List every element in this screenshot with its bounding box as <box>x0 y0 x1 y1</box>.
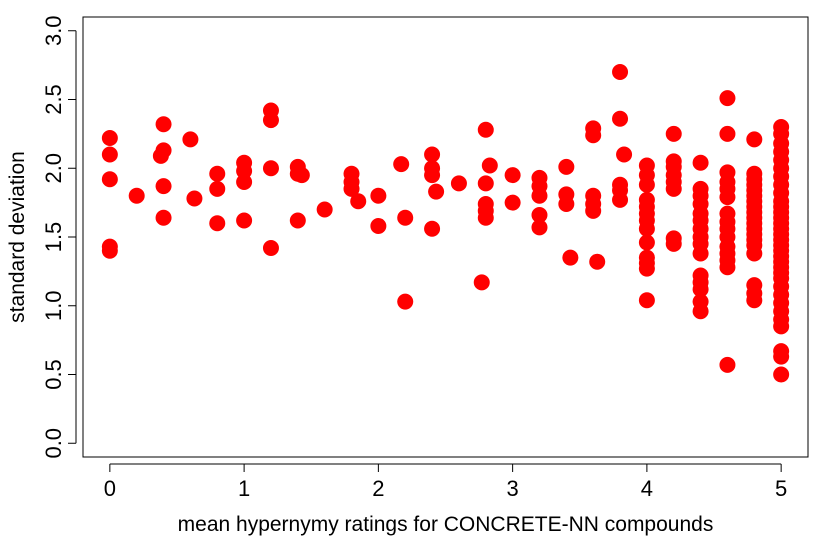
data-point <box>638 292 655 309</box>
data-point <box>343 180 360 197</box>
data-point <box>397 209 414 226</box>
data-point <box>719 125 736 142</box>
data-point <box>504 194 521 211</box>
y-axis-label: standard deviation <box>6 151 29 323</box>
data-point <box>101 146 118 163</box>
y-tick-label: 1.0 <box>41 290 66 321</box>
data-point <box>370 218 387 234</box>
data-point <box>719 259 736 276</box>
data-point <box>638 234 655 251</box>
data-point <box>638 176 655 193</box>
data-point <box>558 196 575 212</box>
data-point <box>719 90 736 107</box>
data-point <box>585 127 602 144</box>
data-point <box>428 183 445 200</box>
data-point <box>262 240 279 256</box>
data-point <box>746 131 763 148</box>
data-point <box>424 146 441 163</box>
data-point <box>186 190 203 207</box>
y-tick-label: 2.5 <box>41 84 66 115</box>
data-point <box>155 209 172 226</box>
data-point <box>101 130 118 146</box>
data-point <box>746 245 763 262</box>
data-point <box>531 187 548 204</box>
data-point <box>612 110 629 127</box>
y-tick-label: 1.5 <box>41 222 66 253</box>
data-point <box>101 242 118 259</box>
data-point <box>209 165 226 182</box>
x-tick-label: 4 <box>641 476 653 501</box>
data-point <box>128 187 145 204</box>
data-point <box>152 147 169 164</box>
data-point <box>665 125 682 142</box>
y-axis: 0.0 0.5 1.0 1.5 2.0 2.5 3.0 <box>41 15 77 459</box>
data-point <box>692 281 709 298</box>
data-point <box>692 154 709 171</box>
data-point <box>773 366 790 383</box>
data-point <box>262 160 279 177</box>
data-point <box>477 175 494 192</box>
y-tick-label: 0.5 <box>41 359 66 390</box>
data-point <box>289 212 306 229</box>
data-point <box>616 146 633 163</box>
data-point <box>155 116 172 133</box>
data-point <box>589 253 606 270</box>
x-axis: 0 1 2 3 4 5 <box>104 463 787 501</box>
y-tick-label: 2.0 <box>41 153 66 184</box>
data-point <box>692 303 709 320</box>
data-point <box>504 167 521 184</box>
data-point <box>182 131 199 148</box>
data-point <box>531 207 548 223</box>
data-point <box>719 189 736 206</box>
data-point <box>155 178 172 195</box>
x-tick-label: 5 <box>775 476 787 501</box>
data-point <box>665 235 682 252</box>
data-point <box>477 121 494 138</box>
x-tick-label: 1 <box>238 476 250 501</box>
data-point <box>638 220 655 237</box>
data-point <box>450 175 467 192</box>
y-tick-label: 3.0 <box>41 15 66 46</box>
x-axis-label: mean hypernymy ratings for CONCRETE-NN c… <box>178 513 714 536</box>
y-tick-label: 0.0 <box>41 428 66 459</box>
data-point <box>665 180 682 197</box>
data-point <box>612 191 629 208</box>
data-point <box>393 156 410 173</box>
data-point <box>612 64 629 80</box>
data-point <box>350 193 367 210</box>
data-point <box>101 171 118 188</box>
data-point <box>424 220 441 237</box>
data-point <box>746 292 763 309</box>
data-points <box>101 64 790 383</box>
data-point <box>773 318 790 335</box>
data-point <box>262 112 279 129</box>
data-point <box>370 187 387 204</box>
data-point <box>209 215 226 232</box>
data-point <box>531 219 548 236</box>
data-point <box>773 348 790 365</box>
data-point <box>316 201 333 218</box>
data-point <box>481 157 498 174</box>
data-point <box>397 293 414 310</box>
data-point <box>638 260 655 277</box>
x-tick-label: 0 <box>104 476 116 501</box>
data-point <box>477 209 494 226</box>
x-tick-label: 2 <box>372 476 384 501</box>
data-point <box>424 167 441 184</box>
data-point <box>719 356 736 373</box>
data-point <box>293 167 310 184</box>
x-tick-label: 3 <box>507 476 519 501</box>
data-point <box>209 180 226 197</box>
data-point <box>562 249 579 266</box>
data-point <box>473 274 490 291</box>
data-point <box>236 163 253 179</box>
data-point <box>558 158 575 175</box>
data-point <box>236 212 253 229</box>
data-point <box>585 202 602 219</box>
data-point <box>236 174 253 190</box>
plot-frame <box>82 16 809 458</box>
data-point <box>692 245 709 262</box>
